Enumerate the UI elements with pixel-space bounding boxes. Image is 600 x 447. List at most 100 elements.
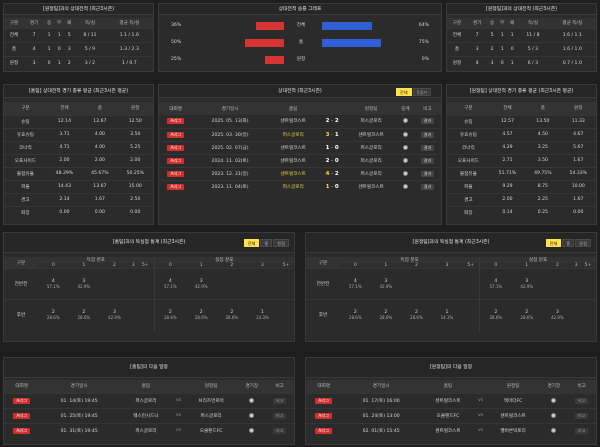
- table-row: 슈팅 12.14 12.67 12.50: [4, 114, 153, 128]
- soccer-ball-icon[interactable]: [402, 131, 408, 137]
- tab-home[interactable]: 홈: [260, 239, 273, 247]
- panel-title: 상대전적 (최근3시즌): [159, 85, 441, 98]
- soccer-ball-icon[interactable]: [551, 397, 557, 403]
- row-label: 전반전: [306, 268, 340, 300]
- note-button[interactable]: 비고: [574, 427, 589, 434]
- bucket-header: 5+: [277, 263, 294, 269]
- match-row: A리그 2025. 05. 13(화) 센트럴코스트 2 - 2 퍼스글로리 결과: [159, 115, 441, 128]
- league-badge[interactable]: A리그: [167, 183, 185, 190]
- percent-value: 42.9%: [77, 284, 91, 289]
- home-score: 3: [325, 131, 330, 138]
- row-label: 후반: [306, 299, 340, 331]
- league-badge[interactable]: A리그: [315, 397, 332, 404]
- league-badge[interactable]: A리그: [13, 427, 30, 434]
- soccer-ball-icon[interactable]: [551, 412, 557, 418]
- tab-home[interactable]: 홈: [562, 239, 575, 247]
- league-badge[interactable]: A리그: [315, 427, 332, 434]
- win-rate-label: 전체: [296, 23, 306, 28]
- percent-value: 42.9%: [194, 284, 208, 289]
- soccer-ball-icon[interactable]: [249, 427, 255, 433]
- score: 1 - 0: [318, 179, 346, 193]
- note-button[interactable]: 비고: [272, 427, 287, 434]
- col-header: 구분: [447, 102, 490, 115]
- soccer-ball-icon[interactable]: [402, 157, 408, 163]
- count-value: 4: [353, 279, 357, 284]
- h2h-match-table: 대회명 경기일시 홈팀 원정팀 중계 비고 A리그 2025. 05. 13(화)…: [159, 102, 441, 193]
- league-badge[interactable]: A리그: [13, 397, 30, 404]
- tab-5-matches[interactable]: 5경기: [412, 88, 431, 96]
- count-value: 3: [82, 279, 86, 284]
- match-row: A리그 2023. 12. 31(일) 센트럴코스트 4 - 2 퍼스글로리 결과: [159, 166, 441, 180]
- result-button[interactable]: 결과: [420, 131, 435, 138]
- col-header: 비고: [265, 380, 294, 393]
- count-value: 1: [445, 310, 449, 316]
- col-header: 경기일시: [341, 380, 421, 393]
- venue-tabs: 전체 홈 원정: [545, 239, 591, 247]
- table-row: 경고 2.00 2.25 1.67: [447, 192, 596, 206]
- col-header: 중계: [396, 102, 414, 115]
- bucket-header: 0: [479, 263, 512, 269]
- bucket-header: 1: [511, 263, 543, 269]
- note-button[interactable]: 비고: [574, 412, 589, 419]
- home-rate-bar: [264, 56, 284, 64]
- tab-away[interactable]: 원정: [273, 239, 289, 247]
- soccer-ball-icon[interactable]: [249, 397, 255, 403]
- percent-value: 28.6%: [77, 315, 91, 321]
- league-badge[interactable]: A리그: [167, 157, 185, 164]
- away-rate-text: 0%: [421, 57, 429, 62]
- soccer-ball-icon[interactable]: [402, 118, 408, 124]
- result-button[interactable]: 결과: [420, 183, 435, 190]
- league-badge[interactable]: A리그: [167, 118, 185, 125]
- table-row: 코너킥 4.29 3.25 5.67: [447, 140, 596, 154]
- count-value: 2: [353, 310, 357, 316]
- tab-all[interactable]: 전체: [243, 239, 260, 247]
- soccer-ball-icon[interactable]: [249, 412, 255, 418]
- col-header: [318, 102, 346, 115]
- league-badge[interactable]: A리그: [167, 170, 185, 177]
- col-header: 구분: [4, 257, 38, 269]
- league-badge[interactable]: A리그: [167, 144, 185, 151]
- col-header: 득/실: [74, 18, 106, 28]
- result-button[interactable]: 결과: [420, 170, 435, 177]
- table-row: 경고 2.14 1.67 2.50: [4, 192, 153, 206]
- soccer-ball-icon[interactable]: [402, 144, 408, 150]
- tab-away[interactable]: 원정: [575, 239, 591, 247]
- result-button[interactable]: 결과: [420, 118, 435, 125]
- result-button[interactable]: 결과: [420, 144, 435, 151]
- home-team: 퍼스글로리: [267, 127, 319, 141]
- league-badge[interactable]: A리그: [167, 131, 185, 138]
- count-value: 2: [51, 310, 55, 316]
- note-button[interactable]: 비고: [272, 397, 287, 404]
- col-header: 구분: [4, 102, 47, 115]
- col-header: 홈: [525, 102, 561, 115]
- col-header: 원정팀: [345, 102, 397, 115]
- note-button[interactable]: 비고: [272, 412, 287, 419]
- tab-all[interactable]: 전체: [395, 88, 412, 96]
- away-stat-averages-panel: [원정팀] 상대전적 경기 종류 평균 (최근3시즌 평균) 구분 전체 홈 원…: [446, 84, 597, 225]
- league-badge[interactable]: A리그: [315, 412, 332, 419]
- bucket-header: 5+: [579, 263, 596, 269]
- percent-value: 14.3%: [256, 315, 269, 321]
- col-header: 원정: [560, 102, 596, 115]
- count-value: 2: [168, 310, 172, 316]
- percent-value: 42.9%: [108, 315, 121, 321]
- panel-title: [홈팀]의 다음 일정: [4, 358, 294, 378]
- col-header: 패: [507, 18, 518, 28]
- soccer-ball-icon[interactable]: [402, 183, 408, 189]
- panel-title: [원정팀]의 다음 일정: [306, 358, 596, 378]
- soccer-ball-icon[interactable]: [402, 170, 408, 176]
- win-rate-label: 홈: [298, 40, 304, 45]
- home-score: 2: [325, 118, 330, 125]
- col-header: 무: [54, 18, 65, 28]
- col-header: 구분: [306, 257, 340, 269]
- away-rate-text: 75%: [418, 40, 429, 45]
- col-header: 승: [44, 18, 55, 28]
- league-badge[interactable]: A리그: [13, 412, 30, 419]
- note-button[interactable]: 비고: [574, 397, 589, 404]
- tab-all[interactable]: 전체: [545, 239, 562, 247]
- soccer-ball-icon[interactable]: [551, 427, 557, 433]
- result-button[interactable]: 결과: [420, 157, 435, 164]
- away-team: 퍼스글로리: [360, 119, 382, 125]
- percent-value: 28.6%: [379, 315, 393, 321]
